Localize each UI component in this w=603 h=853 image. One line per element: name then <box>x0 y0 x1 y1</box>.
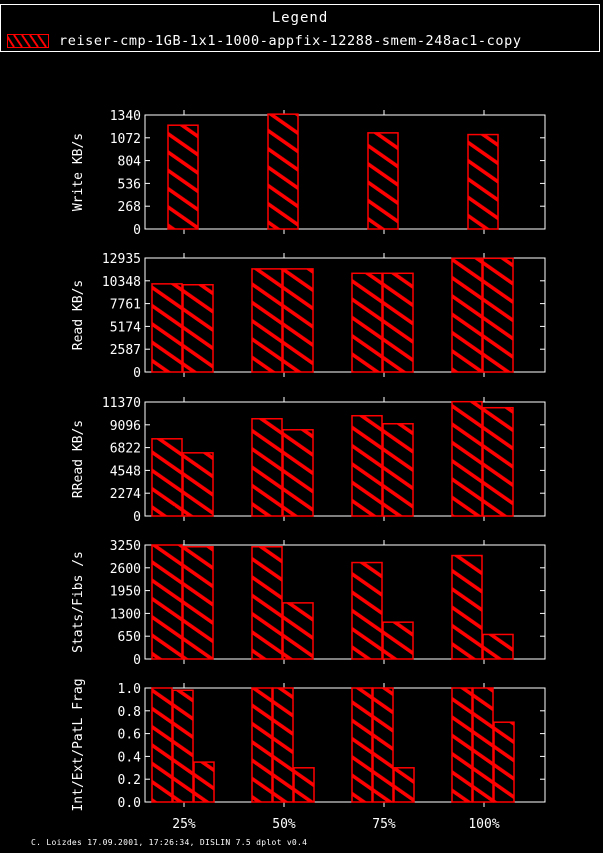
footer-credit: C. Loizdes 17.09.2001, 17:26:34, DISLIN … <box>31 838 308 847</box>
bar-2-1-1 <box>282 429 314 517</box>
plot-frame-4 <box>144 687 546 803</box>
y-tick-label-0-3: 804 <box>118 155 142 170</box>
bar-2-3-0 <box>451 400 483 517</box>
y-tick-label-4-3: 0.6 <box>118 728 141 743</box>
y-tick-label-0-4: 1072 <box>110 132 141 147</box>
y-tick-label-3-5: 3250 <box>110 539 141 554</box>
legend-label: reiser-cmp-1GB-1x1-1000-appfix-12288-sme… <box>59 33 522 49</box>
y-tick-label-0-0: 0 <box>133 223 141 238</box>
y-tick-label-3-2: 1300 <box>110 607 141 622</box>
y-tick-label-0-1: 268 <box>118 200 141 215</box>
bar-3-3-0 <box>451 554 483 660</box>
y-tick-label-1-4: 10348 <box>102 275 141 290</box>
bar-4-0-0 <box>151 687 173 803</box>
y-axis-label-2: RRead KB/s <box>71 420 86 498</box>
y-tick-label-3-4: 2600 <box>110 562 141 577</box>
x-category-label-0: 25% <box>172 817 196 832</box>
y-tick-label-4-1: 0.2 <box>118 773 141 788</box>
bar-4-1-2 <box>293 767 315 803</box>
bar-1-3-0 <box>451 257 483 373</box>
bar-4-1-0 <box>251 687 273 803</box>
x-category-label-1: 50% <box>272 817 296 832</box>
legend: Legend reiser-cmp-1GB-1x1-1000-appfix-12… <box>0 4 600 52</box>
bar-2-3-1 <box>482 406 514 517</box>
bar-0-1-0 <box>267 113 299 230</box>
legend-swatch <box>7 34 49 48</box>
bar-4-3-1 <box>472 687 494 803</box>
y-tick-label-2-1: 2274 <box>110 487 141 502</box>
bar-3-3-1 <box>482 633 514 660</box>
legend-title: Legend <box>271 10 329 26</box>
legend-entry: reiser-cmp-1GB-1x1-1000-appfix-12288-sme… <box>7 32 522 50</box>
bar-4-3-0 <box>451 687 473 803</box>
bar-1-0-0 <box>151 283 183 373</box>
bar-0-0-0 <box>167 124 199 230</box>
bar-1-2-1 <box>382 272 414 373</box>
y-tick-label-0-2: 536 <box>118 177 141 192</box>
bar-1-1-1 <box>282 268 314 373</box>
bar-3-1-0 <box>251 546 283 660</box>
y-tick-label-1-0: 0 <box>133 366 141 381</box>
bar-4-0-1 <box>172 689 194 803</box>
y-tick-label-3-1: 650 <box>118 630 141 645</box>
bar-4-2-2 <box>393 767 415 803</box>
bar-4-0-2 <box>193 761 215 803</box>
bar-2-0-0 <box>151 438 183 517</box>
y-tick-label-1-5: 12935 <box>102 252 141 267</box>
bar-4-1-1 <box>272 687 294 803</box>
y-axis-label-3: Stats/Fibs /s <box>71 551 86 653</box>
y-tick-label-1-1: 2587 <box>110 343 141 358</box>
y-tick-label-1-2: 5174 <box>110 320 141 335</box>
bar-1-0-1 <box>182 283 214 373</box>
y-tick-label-2-4: 9096 <box>110 419 141 434</box>
bar-4-3-2 <box>493 721 515 803</box>
plot-frame-2 <box>144 401 546 517</box>
x-category-label-2: 75% <box>372 817 396 832</box>
y-tick-label-3-3: 1950 <box>110 585 141 600</box>
bar-0-2-0 <box>367 132 399 230</box>
plot-frame-3 <box>144 544 546 660</box>
bar-4-2-0 <box>351 687 373 803</box>
y-tick-label-0-5: 1340 <box>110 109 141 124</box>
bar-1-2-0 <box>351 272 383 373</box>
bar-3-0-1 <box>182 546 214 660</box>
x-category-label-3: 100% <box>468 817 499 832</box>
y-tick-label-2-3: 6822 <box>110 442 141 457</box>
bar-4-2-1 <box>372 687 394 803</box>
plot-frame-1 <box>144 257 546 373</box>
bar-3-0-0 <box>151 544 183 660</box>
bar-0-3-0 <box>467 133 499 230</box>
plot-frame-0 <box>144 114 546 230</box>
bar-2-0-1 <box>182 452 214 517</box>
y-tick-label-4-2: 0.4 <box>118 750 142 765</box>
bar-2-2-0 <box>351 414 383 517</box>
y-tick-label-3-0: 0 <box>133 653 141 668</box>
y-tick-label-4-5: 1.0 <box>118 682 141 697</box>
y-tick-label-4-4: 0.8 <box>118 705 141 720</box>
y-tick-label-2-5: 11370 <box>102 396 141 411</box>
y-axis-label-1: Read KB/s <box>71 280 86 350</box>
y-tick-label-4-0: 0.0 <box>118 796 141 811</box>
bar-3-2-0 <box>351 561 383 660</box>
y-tick-label-2-0: 0 <box>133 510 141 525</box>
bar-3-1-1 <box>282 602 314 660</box>
y-tick-label-2-2: 4548 <box>110 464 141 479</box>
y-axis-label-4: Int/Ext/PatL Frag <box>71 678 86 811</box>
y-axis-label-0: Write KB/s <box>71 133 86 211</box>
bar-2-1-0 <box>251 417 283 517</box>
y-tick-label-1-3: 7761 <box>110 298 141 313</box>
bar-1-3-1 <box>482 257 514 373</box>
bar-3-2-1 <box>382 621 414 660</box>
bar-2-2-1 <box>382 423 414 517</box>
bar-1-1-0 <box>251 268 283 373</box>
